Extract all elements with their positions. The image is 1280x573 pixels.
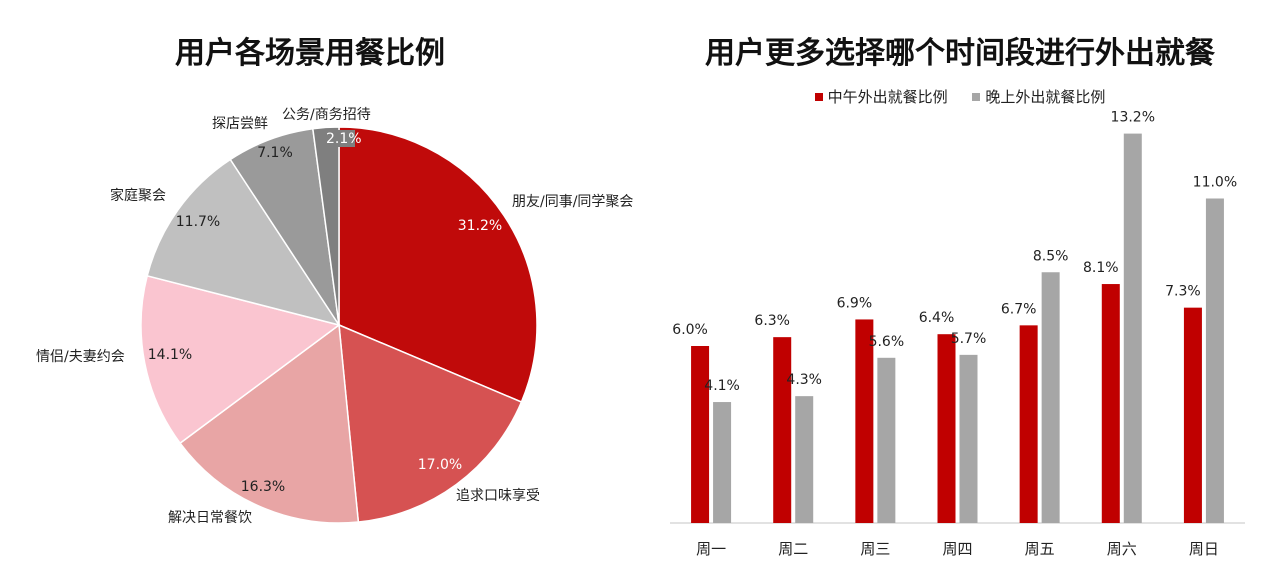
pie-slice [338, 323, 523, 523]
pie-category-label: 解决日常餐饮 [168, 510, 252, 526]
bar-value-label: 5.7% [951, 331, 987, 347]
pie-pct-label: 31.2% [458, 218, 502, 234]
legend-label-noon: 中午外出就餐比例 [827, 88, 948, 106]
bar-noon [937, 334, 956, 523]
pie-category-label: 追求口味享受 [456, 487, 540, 504]
pie-category-label: 家庭聚会 [110, 187, 166, 204]
bar-value-label: 5.6% [869, 334, 905, 350]
x-tick-label: 周日 [1189, 540, 1219, 558]
bar-evening [877, 357, 896, 523]
bar-evening [1205, 198, 1224, 523]
legend-label-evening: 晚上外出就餐比例 [985, 88, 1106, 106]
x-tick-label: 周六 [1107, 540, 1137, 558]
pie-chart: 31.2% 朋友/同事/同学聚会 17.0% 追求口味享受 16.3% 解决日常餐饮 14.… [36, 107, 633, 526]
bar-value-label: 6.3% [754, 313, 790, 329]
pie-category-label: 探店尝鲜 [212, 116, 268, 132]
bar-noon [691, 346, 710, 523]
pie-category-label: 情侣/夫妻约会 [36, 349, 125, 365]
bar-noon [855, 319, 874, 523]
pie-pct-label: 7.1% [257, 145, 293, 161]
legend-item-evening: 晚上外出就餐比例 [972, 86, 1105, 107]
bar-value-label: 11.0% [1193, 175, 1237, 191]
legend-swatch-noon [814, 92, 823, 101]
bar-chart-legend: 中午外出就餐比例 晚上外出就餐比例 [640, 86, 1280, 107]
bar-evening [1123, 133, 1142, 523]
pie-slice [146, 158, 341, 327]
bar-chart: 6.0% 4.1% 周一 6.3% 4.3% 周二 6.9% 5.6% 周三 6.4% 5.7% 周四… [670, 110, 1245, 558]
pie-pct-label: 17.0% [418, 457, 462, 473]
bar-value-label: 4.3% [786, 372, 822, 388]
bar-noon [1183, 307, 1202, 523]
bar-value-label: 4.1% [704, 378, 740, 394]
bar-noon [773, 337, 792, 523]
bar-value-label: 6.4% [919, 310, 955, 326]
pie-chart-panel: 用户各场景用餐比例 31.2% 朋友/同事/同学聚会 17.0% 追求口味享受 16.3… [36, 36, 633, 526]
x-tick-label: 周四 [942, 540, 972, 558]
bar-value-label: 13.2% [1111, 110, 1155, 126]
pie-pct-label: 16.3% [241, 479, 285, 495]
pie-pct-label: 11.7% [176, 214, 220, 230]
legend-item-noon: 中午外出就餐比例 [814, 86, 948, 107]
bar-evening [713, 402, 732, 523]
bar-chart-title: 用户更多选择哪个时间段进行外出就餐 [705, 36, 1215, 71]
bar-value-label: 8.5% [1033, 248, 1069, 264]
pie-chart-title: 用户各场景用餐比例 [175, 36, 445, 71]
x-tick-label: 周三 [860, 540, 890, 558]
pie-pct-label-bg [317, 130, 355, 147]
pie-category-label: 公务/商务招待 [282, 107, 371, 123]
bar-chart-panel: 用户更多选择哪个时间段进行外出就餐 中午外出就餐比例 晚上外出就餐比例 6.0%… [640, 0, 1280, 573]
bar-noon [1019, 325, 1038, 523]
bar-evening [1041, 272, 1060, 523]
pie-slice [338, 126, 538, 403]
bar-value-label: 8.1% [1083, 260, 1119, 276]
bar-value-label: 6.9% [837, 295, 873, 311]
bar-value-label: 7.3% [1165, 284, 1201, 300]
pie-pct-label: 14.1% [148, 347, 192, 363]
x-tick-label: 周五 [1025, 540, 1055, 558]
legend-swatch-evening [972, 92, 981, 101]
bar-value-label: 6.7% [1001, 301, 1037, 317]
bar-noon [1101, 284, 1120, 523]
x-tick-label: 周一 [696, 540, 726, 558]
x-tick-label: 周二 [778, 540, 808, 558]
bar-evening [795, 396, 814, 523]
pie-category-label: 朋友/同事/同学聚会 [512, 194, 633, 210]
bar-evening [959, 354, 978, 523]
bar-value-label: 6.0% [672, 322, 708, 338]
pie-slice [311, 126, 340, 326]
pie-pct-label: 2.1% [326, 131, 362, 147]
pie-slice [179, 323, 360, 524]
pie-slice [140, 274, 341, 445]
